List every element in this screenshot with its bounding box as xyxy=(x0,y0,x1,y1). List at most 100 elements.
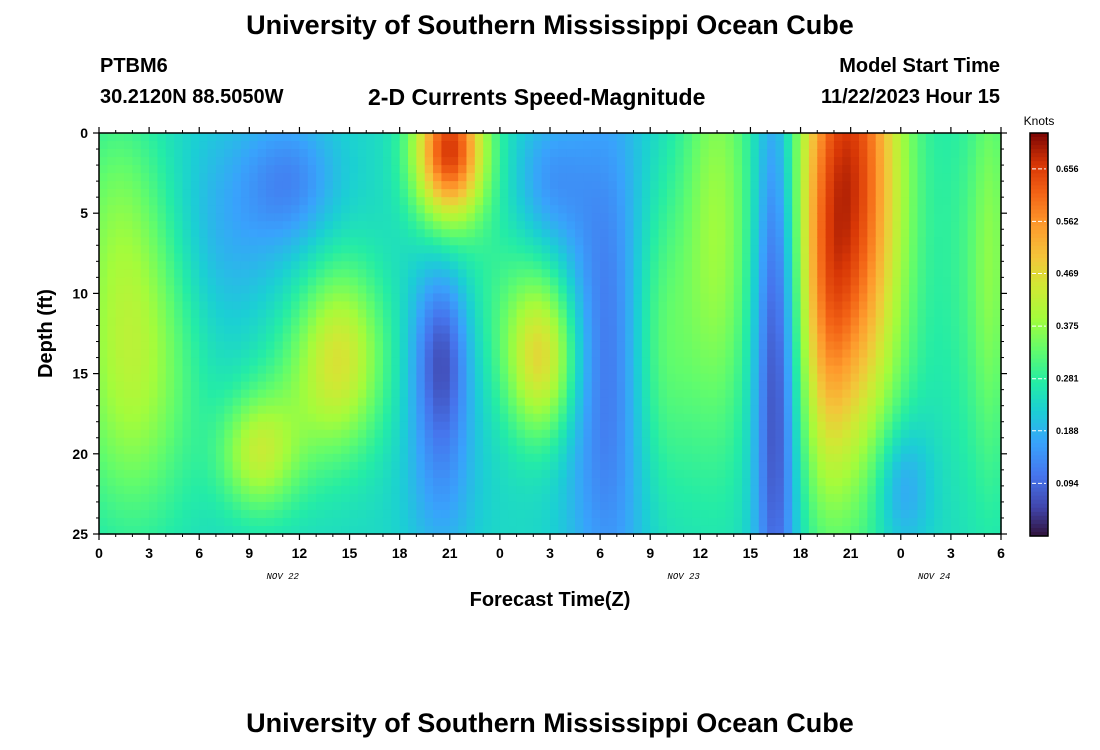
heatmap-cell xyxy=(717,285,726,294)
heatmap-cell xyxy=(257,309,267,319)
heatmap-cell xyxy=(608,149,618,158)
heatmap-cell xyxy=(332,253,342,262)
heatmap-cell xyxy=(909,357,919,367)
heatmap-cell xyxy=(274,253,284,262)
heatmap-cell xyxy=(199,421,209,431)
heatmap-cell xyxy=(775,141,785,150)
heatmap-cell xyxy=(115,309,125,319)
heatmap-cell xyxy=(483,349,493,359)
heatmap-cell xyxy=(691,357,701,367)
heatmap-cell xyxy=(374,509,384,519)
heatmap-cell xyxy=(433,181,443,190)
heatmap-cell xyxy=(767,365,777,375)
heatmap-cell xyxy=(524,173,534,182)
heatmap-cell xyxy=(332,349,342,359)
heatmap-cell xyxy=(416,341,426,351)
heatmap-cell xyxy=(875,349,885,359)
heatmap-cell xyxy=(725,381,735,391)
heatmap-cell xyxy=(483,469,493,479)
heatmap-cell xyxy=(666,141,676,150)
heatmap-cell xyxy=(792,381,802,391)
heatmap-cell xyxy=(107,213,117,222)
heatmap-cell xyxy=(107,453,117,463)
heatmap-cell xyxy=(282,365,292,375)
heatmap-cell xyxy=(449,517,459,527)
heatmap-cell xyxy=(366,469,376,479)
heatmap-cell xyxy=(892,269,902,278)
heatmap-cell xyxy=(341,245,351,254)
heatmap-cell xyxy=(550,269,559,278)
heatmap-cell xyxy=(616,325,626,335)
heatmap-cell xyxy=(533,149,543,158)
heatmap-cell xyxy=(424,493,434,503)
heatmap-cell xyxy=(717,405,726,415)
heatmap-cell xyxy=(174,525,184,535)
heatmap-cell xyxy=(616,173,626,182)
heatmap-cell xyxy=(466,293,476,303)
heatmap-cell xyxy=(165,493,175,503)
heatmap-cell xyxy=(658,437,668,447)
heatmap-cell xyxy=(174,293,184,303)
heatmap-cell xyxy=(316,437,326,447)
heatmap-cell xyxy=(900,485,910,495)
heatmap-cell xyxy=(374,221,384,230)
heatmap-cell xyxy=(892,221,902,230)
heatmap-cell xyxy=(566,317,576,327)
heatmap-cell xyxy=(215,525,225,535)
heatmap-cell xyxy=(458,413,468,423)
heatmap-cell xyxy=(775,133,785,142)
heatmap-cell xyxy=(433,365,443,375)
heatmap-cell xyxy=(550,381,559,391)
heatmap-cell xyxy=(733,357,743,367)
heatmap-cell xyxy=(625,405,635,415)
heatmap-cell xyxy=(433,357,443,367)
heatmap-cell xyxy=(257,229,267,238)
heatmap-cell xyxy=(850,341,860,351)
heatmap-cell xyxy=(558,205,568,214)
heatmap-cell xyxy=(357,501,367,511)
heatmap-cell xyxy=(533,469,543,479)
heatmap-cell xyxy=(408,525,417,535)
heatmap-cell xyxy=(249,181,259,190)
heatmap-cell xyxy=(190,221,200,230)
heatmap-cell xyxy=(717,277,726,286)
heatmap-cell xyxy=(850,141,860,150)
heatmap-cell xyxy=(859,221,868,230)
heatmap-cell xyxy=(892,253,902,262)
heatmap-cell xyxy=(240,133,250,142)
heatmap-cell xyxy=(750,181,760,190)
heatmap-cell xyxy=(767,469,777,479)
heatmap-cell xyxy=(783,277,793,286)
heatmap-cell xyxy=(691,261,701,270)
heatmap-cell xyxy=(800,157,810,166)
heatmap-cell xyxy=(266,157,275,166)
heatmap-cell xyxy=(566,461,576,471)
heatmap-cell xyxy=(232,205,242,214)
heatmap-cell xyxy=(842,293,852,303)
heatmap-cell xyxy=(650,381,660,391)
heatmap-cell xyxy=(174,237,184,246)
heatmap-cell xyxy=(408,213,417,222)
heatmap-cell xyxy=(850,381,860,391)
heatmap-cell xyxy=(733,301,743,311)
heatmap-cell xyxy=(140,381,150,391)
heatmap-cell xyxy=(591,141,601,150)
heatmap-cell xyxy=(900,277,910,286)
heatmap-cell xyxy=(190,381,200,391)
heatmap-cell xyxy=(508,141,518,150)
heatmap-cell xyxy=(99,437,108,447)
heatmap-cell xyxy=(483,453,493,463)
heatmap-cell xyxy=(675,413,685,423)
heatmap-cell xyxy=(708,429,718,439)
heatmap-cell xyxy=(591,221,601,230)
heatmap-cell xyxy=(700,221,710,230)
heatmap-cell xyxy=(700,373,710,383)
heatmap-cell xyxy=(224,229,234,238)
heatmap-cell xyxy=(499,373,509,383)
heatmap-cell xyxy=(199,189,209,198)
heatmap-cell xyxy=(391,421,401,431)
heatmap-cell xyxy=(366,405,376,415)
heatmap-cell xyxy=(132,349,142,359)
heatmap-cell xyxy=(291,261,301,270)
heatmap-cell xyxy=(291,317,301,327)
